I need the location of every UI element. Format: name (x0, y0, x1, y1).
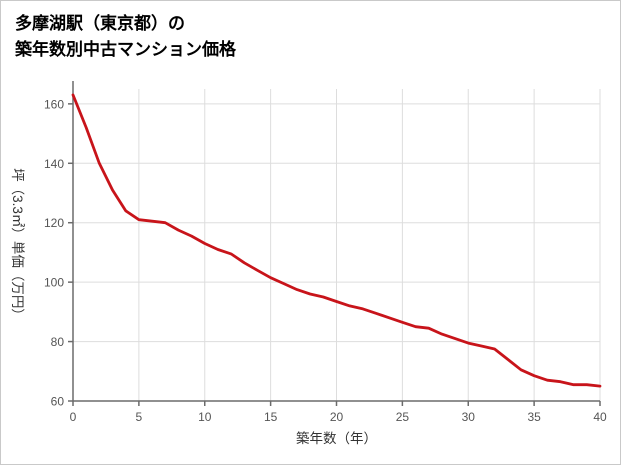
x-tick-label: 0 (70, 410, 77, 424)
x-tick-label: 10 (198, 410, 212, 424)
x-axis-label: 築年数（年） (296, 431, 377, 446)
price-line (71, 93, 602, 388)
y-tick-label: 160 (44, 97, 64, 111)
y-tick-label: 140 (44, 157, 64, 171)
chart-title: 多摩湖駅（東京都）の 築年数別中古マンション価格 (15, 11, 236, 62)
y-tick-label: 60 (51, 395, 65, 409)
y-tick-label: 80 (51, 335, 65, 349)
x-tick-label: 40 (593, 410, 607, 424)
x-tick-label: 20 (330, 410, 344, 424)
chart-title-line1: 多摩湖駅（東京都）の (15, 14, 185, 33)
x-tick-label: 5 (136, 410, 143, 424)
y-axis-label: 坪（3.3㎡）単価（万円） (10, 168, 25, 322)
y-tick-label: 120 (44, 216, 64, 230)
chart-title-line2: 築年数別中古マンション価格 (15, 39, 236, 59)
y-tick-label: 100 (44, 276, 64, 290)
price-line-chart: 60 80 100 120 140 160 0 5 10 15 20 25 30 35 40 (44, 81, 607, 424)
x-tick-label: 15 (264, 410, 278, 424)
x-tick-label: 25 (396, 410, 410, 424)
x-tick-label: 35 (527, 410, 541, 424)
x-tick-label: 30 (462, 410, 476, 424)
